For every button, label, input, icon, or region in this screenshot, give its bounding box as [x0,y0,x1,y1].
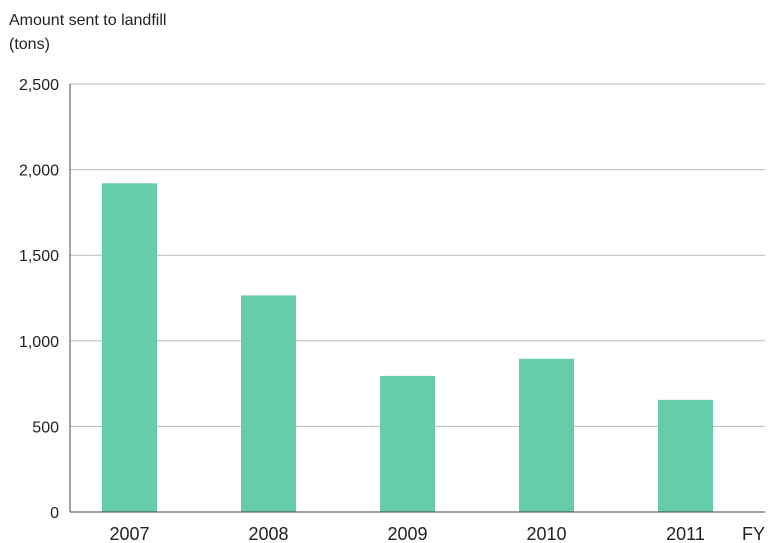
x-tick-label: 2011 [666,524,705,543]
y-axis-label-line-1: Amount sent to landfill [9,12,167,29]
bar-2010 [519,358,574,512]
y-tick-label: 1,500 [19,248,59,265]
x-tick-label: 2007 [109,524,149,543]
gridlines [70,83,765,427]
y-tick-label: 2,000 [19,163,59,180]
bar-2007 [102,183,157,512]
x-tick-label: 2008 [248,524,288,543]
y-axis-label-line-2: (tons) [9,36,50,53]
bar-2009 [380,375,435,512]
y-tick-label: 0 [50,505,59,522]
x-tick-labels: 2007 2008 2009 2010 2011 [109,524,704,543]
x-tick-label: 2009 [387,524,427,543]
y-tick-label: 500 [32,419,59,436]
axes [69,84,765,513]
y-tick-labels: 0 500 1,000 1,500 2,000 2,500 [19,77,59,522]
y-tick-label: 2,500 [19,77,59,94]
bar-2008 [241,295,296,512]
x-axis-label: FY [742,524,765,543]
bar-2011 [658,399,713,512]
y-tick-label: 1,000 [19,334,59,351]
x-tick-label: 2010 [526,524,566,543]
bars [102,183,713,512]
